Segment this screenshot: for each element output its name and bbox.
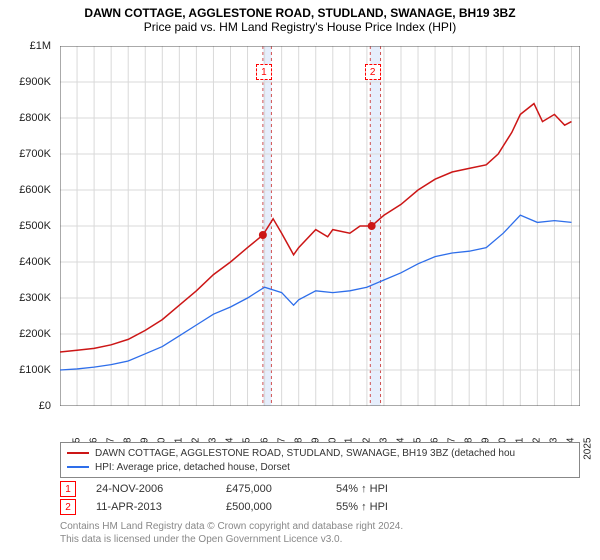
chart-subtitle: Price paid vs. HM Land Registry's House …: [0, 20, 600, 38]
y-tick-label: £900K: [19, 76, 51, 88]
plot-area: 12: [60, 46, 580, 406]
y-tick-label: £100K: [19, 364, 51, 376]
y-tick-label: £500K: [19, 220, 51, 232]
legend-swatch-property: [67, 452, 89, 454]
chart-marker-badge: 1: [256, 64, 272, 80]
legend: DAWN COTTAGE, AGGLESTONE ROAD, STUDLAND,…: [60, 442, 580, 478]
y-tick-label: £200K: [19, 328, 51, 340]
legend-label: DAWN COTTAGE, AGGLESTONE ROAD, STUDLAND,…: [95, 448, 515, 459]
sale-marker-badge: 2: [60, 499, 76, 515]
y-tick-label: £700K: [19, 148, 51, 160]
chart-title-address: DAWN COTTAGE, AGGLESTONE ROAD, STUDLAND,…: [0, 0, 600, 20]
sale-date: 24-NOV-2006: [96, 483, 226, 495]
footer-line: This data is licensed under the Open Gov…: [60, 533, 580, 546]
y-axis: £0£100K£200K£300K£400K£500K£600K£700K£80…: [0, 46, 55, 406]
sale-pct-vs-hpi: 54% ↑ HPI: [336, 483, 446, 495]
sale-marker-badge: 1: [60, 481, 76, 497]
legend-item: HPI: Average price, detached house, Dors…: [67, 460, 573, 474]
footer-line: Contains HM Land Registry data © Crown c…: [60, 520, 580, 533]
sale-row: 1 24-NOV-2006 £475,000 54% ↑ HPI: [60, 480, 580, 498]
y-tick-label: £300K: [19, 292, 51, 304]
y-tick-label: £1M: [30, 40, 51, 52]
footer-attribution: Contains HM Land Registry data © Crown c…: [60, 520, 580, 546]
sale-row: 2 11-APR-2013 £500,000 55% ↑ HPI: [60, 498, 580, 516]
y-tick-label: £600K: [19, 184, 51, 196]
sale-date: 11-APR-2013: [96, 501, 226, 513]
y-tick-label: £0: [39, 400, 51, 412]
y-tick-label: £400K: [19, 256, 51, 268]
legend-label: HPI: Average price, detached house, Dors…: [95, 462, 290, 473]
sale-price: £500,000: [226, 501, 336, 513]
x-axis: 1995199619971998199920002001200220032004…: [60, 408, 580, 438]
sales-table: 1 24-NOV-2006 £475,000 54% ↑ HPI 2 11-AP…: [60, 480, 580, 516]
x-tick-label: 2025: [583, 438, 594, 460]
sale-price: £475,000: [226, 483, 336, 495]
sale-pct-vs-hpi: 55% ↑ HPI: [336, 501, 446, 513]
chart-marker-badge: 2: [365, 64, 381, 80]
y-tick-label: £800K: [19, 112, 51, 124]
legend-swatch-hpi: [67, 466, 89, 468]
legend-item: DAWN COTTAGE, AGGLESTONE ROAD, STUDLAND,…: [67, 446, 573, 460]
